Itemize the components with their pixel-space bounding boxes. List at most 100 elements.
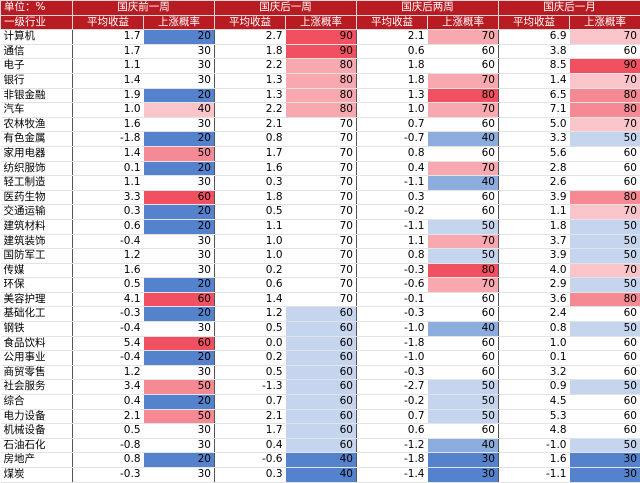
rise-probability: 60 xyxy=(427,365,499,381)
table-row: 家用电器 1.4 50 1.7 70 0.8 60 5.6 60 xyxy=(0,146,640,162)
average-return: 1.6 xyxy=(72,117,144,133)
rise-probability: 80 xyxy=(427,263,499,279)
table-row: 石油石化 -0.8 30 0.4 60 -1.2 40 -1.0 50 xyxy=(0,438,640,454)
table-row: 纺织服饰 0.1 20 1.6 70 0.4 70 2.8 60 xyxy=(0,161,640,177)
rise-probability: 80 xyxy=(285,58,357,74)
average-return: 0.8 xyxy=(498,321,570,337)
rise-probability: 30 xyxy=(569,452,640,468)
average-return: 1.6 xyxy=(498,452,570,468)
average-return: 3.9 xyxy=(498,248,570,264)
rise-probability: 70 xyxy=(285,219,357,235)
rise-probability: 20 xyxy=(143,29,215,45)
rise-probability: 40 xyxy=(143,102,215,118)
average-return: 3.3 xyxy=(72,190,144,206)
rise-probability: 30 xyxy=(143,117,215,133)
average-return: -1.8 xyxy=(72,131,144,147)
average-return: 0.1 xyxy=(498,350,570,366)
industry-name: 计算机 xyxy=(0,29,73,45)
average-return: 0.1 xyxy=(72,161,144,177)
rise-probability: 70 xyxy=(285,175,357,191)
average-return: -0.4 xyxy=(72,234,144,250)
rise-probability: 60 xyxy=(427,117,499,133)
rise-probability: 60 xyxy=(427,204,499,220)
average-return: 0.5 xyxy=(214,365,286,381)
rise-probability: 80 xyxy=(569,88,640,104)
rise-probability: 30 xyxy=(143,467,215,483)
industry-name: 钢铁 xyxy=(0,321,73,337)
rise-probability: 50 xyxy=(569,438,640,454)
rise-probability: 50 xyxy=(569,234,640,250)
average-return: 3.6 xyxy=(498,292,570,308)
rise-probability: 20 xyxy=(143,277,215,293)
rise-probability: 60 xyxy=(569,161,640,177)
table-row: 电力设备 2.1 50 2.1 60 0.7 50 5.3 60 xyxy=(0,409,640,425)
table-row: 有色金属 -1.8 20 0.8 70 -0.7 40 3.3 50 xyxy=(0,131,640,147)
rise-probability: 70 xyxy=(285,234,357,250)
average-return: 1.3 xyxy=(214,88,286,104)
average-return: -1.2 xyxy=(356,438,428,454)
average-return: 1.7 xyxy=(72,29,144,45)
average-return: 4.1 xyxy=(72,292,144,308)
average-return: 1.0 xyxy=(356,102,428,118)
industry-name: 机械设备 xyxy=(0,423,73,439)
rise-probability: 60 xyxy=(569,44,640,60)
rise-probability: 60 xyxy=(569,350,640,366)
average-return: -2.7 xyxy=(356,379,428,396)
rise-probability: 70 xyxy=(285,277,357,293)
average-return: 2.2 xyxy=(214,58,286,74)
column-header: 平均收益 xyxy=(72,14,144,31)
table-row: 环保 0.5 20 0.6 70 -0.6 70 2.9 50 xyxy=(0,277,640,293)
rise-probability: 60 xyxy=(569,146,640,162)
average-return: 3.7 xyxy=(498,234,570,250)
industry-name: 轻工制造 xyxy=(0,175,73,191)
average-return: 5.6 xyxy=(498,146,570,162)
rise-probability: 50 xyxy=(143,146,215,162)
rise-probability: 20 xyxy=(143,131,215,147)
average-return: 0.7 xyxy=(356,117,428,133)
industry-name: 银行 xyxy=(0,73,73,89)
rise-probability: 60 xyxy=(427,292,499,308)
rise-probability: 20 xyxy=(143,394,215,410)
rise-probability: 90 xyxy=(285,29,357,45)
industry-name: 传媒 xyxy=(0,263,73,279)
unit-label: 单位：% xyxy=(0,0,73,16)
rise-probability: 70 xyxy=(427,234,499,250)
rise-probability: 30 xyxy=(143,365,215,381)
average-return: 6.9 xyxy=(498,29,570,45)
header-row: 单位：% 国庆前一周 国庆后一周 国庆后两周 国庆后一月 xyxy=(0,0,640,16)
table-row: 国防军工 1.2 30 1.0 70 0.8 50 3.9 50 xyxy=(0,248,640,264)
rise-probability: 60 xyxy=(427,44,499,60)
header-row: 一级行业 平均收益 上涨概率 平均收益 上涨概率 平均收益 上涨概率 平均收益 上涨概率 xyxy=(0,14,640,31)
average-return: 1.9 xyxy=(72,88,144,104)
rise-probability: 50 xyxy=(569,131,640,147)
average-return: 3.9 xyxy=(498,190,570,206)
average-return: -0.4 xyxy=(72,321,144,337)
average-return: -0.7 xyxy=(356,131,428,147)
rise-probability: 70 xyxy=(569,204,640,220)
average-return: 3.3 xyxy=(498,131,570,147)
average-return: 2.1 xyxy=(72,409,144,425)
average-return: 1.6 xyxy=(72,263,144,279)
rise-probability: 70 xyxy=(285,248,357,264)
table-row: 传媒 1.6 30 0.2 70 -0.3 80 4.0 70 xyxy=(0,263,640,279)
average-return: 1.3 xyxy=(214,73,286,89)
group-header: 国庆后一月 xyxy=(498,0,640,16)
rise-probability: 40 xyxy=(427,175,499,191)
rise-probability: 60 xyxy=(285,409,357,425)
industry-name: 石油石化 xyxy=(0,438,73,454)
rise-probability: 50 xyxy=(569,321,640,337)
average-return: 2.1 xyxy=(214,409,286,425)
rise-probability: 70 xyxy=(427,161,499,177)
column-header: 平均收益 xyxy=(498,14,570,31)
rise-probability: 50 xyxy=(427,394,499,410)
average-return: 1.8 xyxy=(214,44,286,60)
rise-probability: 60 xyxy=(569,306,640,323)
rise-probability: 70 xyxy=(285,204,357,220)
rise-probability: 40 xyxy=(427,131,499,147)
average-return: 1.7 xyxy=(72,44,144,60)
average-return: 2.1 xyxy=(356,29,428,45)
rise-probability: 30 xyxy=(143,175,215,191)
average-return: 0.4 xyxy=(356,161,428,177)
